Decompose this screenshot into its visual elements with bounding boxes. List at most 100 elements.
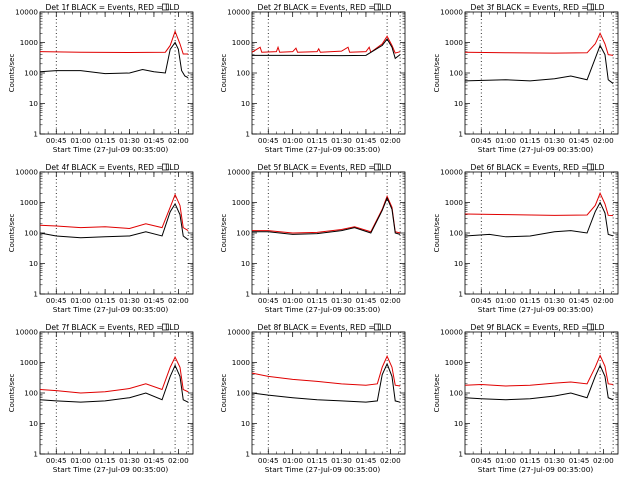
y-tick-label: 1 (33, 130, 38, 139)
detector-panel-1: Det 1f BLACK = Events, RED = LLD 1 10 100 10… (8, 3, 194, 154)
x-tick-label: 02:00 (168, 456, 189, 465)
y-tick-label: 100 (449, 229, 463, 238)
x-tick-label: 01:30 (544, 296, 565, 305)
x-tick-label: 01:45 (569, 296, 590, 305)
black-series-line (464, 201, 614, 238)
black-series-line (39, 202, 189, 241)
x-tick-label: 01:45 (144, 296, 165, 305)
panel-marker-box (587, 323, 594, 331)
y-tick-label: 100 (449, 69, 463, 78)
y-tick-label: 1 (33, 290, 38, 299)
x-tick-label: 00:45 (46, 296, 67, 305)
panel-marker-box (374, 323, 381, 331)
detector-panel-9: Det 9f BLACK = Events, RED = LLD 1 10 100 10… (433, 323, 619, 474)
y-axis-label: Counts/sec (8, 374, 16, 413)
y-tick-label: 10 (29, 419, 39, 428)
x-axis-label: Start Time (27-Jul-09 00:35:00) (265, 465, 381, 474)
x-tick-label: 01:45 (569, 456, 590, 465)
y-tick-label: 100 (236, 229, 250, 238)
detector-panel-6: Det 6f BLACK = Events, RED = LLD 1 10 100 10… (433, 163, 619, 314)
detector-panel-8: Det 8f BLACK = Events, RED = LLD 1 10 100 10… (220, 323, 406, 474)
x-tick-label: 01:30 (544, 456, 565, 465)
y-axis-label: Counts/sec (433, 374, 441, 413)
y-tick-label: 10000 (227, 328, 250, 337)
detector-panel-3: Det 3f BLACK = Events, RED = LLD 1 10 100 10… (433, 3, 619, 154)
y-axis-label: Counts/sec (433, 214, 441, 253)
y-tick-label: 1000 (445, 198, 464, 207)
x-tick-label: 02:00 (593, 136, 614, 145)
y-tick-label: 10 (241, 99, 251, 108)
y-axis-label: Counts/sec (433, 54, 441, 93)
x-tick-label: 01:30 (331, 296, 352, 305)
panel-marker-box (374, 3, 381, 11)
x-tick-label: 01:30 (331, 456, 352, 465)
y-tick-label: 10 (454, 419, 464, 428)
x-tick-label: 01:45 (144, 136, 165, 145)
y-tick-label: 10000 (227, 8, 250, 17)
x-axis-label: Start Time (27-Jul-09 00:35:00) (53, 305, 169, 314)
red-series-line (39, 30, 189, 55)
x-tick-label: 00:45 (471, 456, 492, 465)
x-tick-label: 01:00 (495, 296, 516, 305)
y-axis-label: Counts/sec (8, 54, 16, 93)
x-tick-label: 00:45 (258, 456, 279, 465)
y-tick-label: 10 (454, 99, 464, 108)
x-axis-label: Start Time (27-Jul-09 00:35:00) (265, 305, 381, 314)
y-tick-label: 1000 (20, 198, 39, 207)
y-tick-label: 100 (449, 389, 463, 398)
x-tick-label: 02:00 (380, 296, 401, 305)
y-tick-label: 100 (236, 389, 250, 398)
x-tick-label: 01:30 (119, 136, 140, 145)
plot-frame (251, 331, 406, 455)
x-tick-label: 01:30 (544, 136, 565, 145)
x-tick-label: 01:15 (520, 456, 541, 465)
x-tick-label: 02:00 (593, 296, 614, 305)
black-series-line (252, 196, 401, 235)
y-tick-label: 10000 (15, 168, 38, 177)
black-series-line (39, 41, 189, 79)
x-tick-label: 01:00 (70, 456, 91, 465)
x-tick-label: 02:00 (380, 456, 401, 465)
panel-title: Det 1f BLACK = Events, RED = LLD (46, 3, 180, 12)
plot-frame (464, 331, 619, 455)
y-tick-label: 1 (458, 290, 463, 299)
x-axis-label: Start Time (27-Jul-09 00:35:00) (265, 145, 381, 154)
x-tick-label: 00:45 (46, 456, 67, 465)
red-series-line (39, 193, 189, 232)
x-tick-label: 01:45 (569, 136, 590, 145)
y-tick-label: 10 (29, 99, 39, 108)
y-tick-label: 100 (24, 69, 38, 78)
x-axis-label: Start Time (27-Jul-09 00:35:00) (478, 305, 594, 314)
y-tick-label: 10 (241, 259, 251, 268)
x-tick-label: 01:00 (282, 136, 303, 145)
plot-frame (39, 171, 194, 295)
detector-panel-2: Det 2f BLACK = Events, RED = LLD 1 10 100 10… (220, 3, 406, 154)
panel-marker-box (374, 163, 381, 171)
y-tick-label: 100 (24, 229, 38, 238)
y-tick-label: 10 (29, 259, 39, 268)
plot-frame (39, 331, 194, 455)
y-tick-label: 1000 (445, 38, 464, 47)
y-tick-label: 1000 (232, 358, 251, 367)
plot-frame (251, 11, 406, 135)
x-axis-label: Start Time (27-Jul-09 00:35:00) (53, 145, 169, 154)
y-tick-label: 1 (245, 130, 250, 139)
x-tick-label: 01:00 (495, 136, 516, 145)
y-tick-label: 100 (24, 389, 38, 398)
y-tick-label: 10 (241, 419, 251, 428)
red-series-line (39, 355, 189, 394)
plot-frame (464, 11, 619, 135)
y-tick-label: 1 (245, 450, 250, 459)
detector-panel-5: Det 5f BLACK = Events, RED = LLD 1 10 100 10… (220, 163, 406, 314)
panel-title: Det 9f BLACK = Events, RED = LLD (471, 323, 605, 332)
x-axis-label: Start Time (27-Jul-09 00:35:00) (478, 465, 594, 474)
y-tick-label: 1 (458, 130, 463, 139)
black-series-line (39, 364, 189, 403)
x-tick-label: 01:15 (95, 136, 116, 145)
x-tick-label: 01:30 (119, 456, 140, 465)
black-series-line (464, 364, 614, 401)
x-tick-label: 01:30 (331, 136, 352, 145)
y-tick-label: 10000 (15, 8, 38, 17)
plot-frame (251, 171, 406, 295)
x-tick-label: 01:00 (495, 456, 516, 465)
